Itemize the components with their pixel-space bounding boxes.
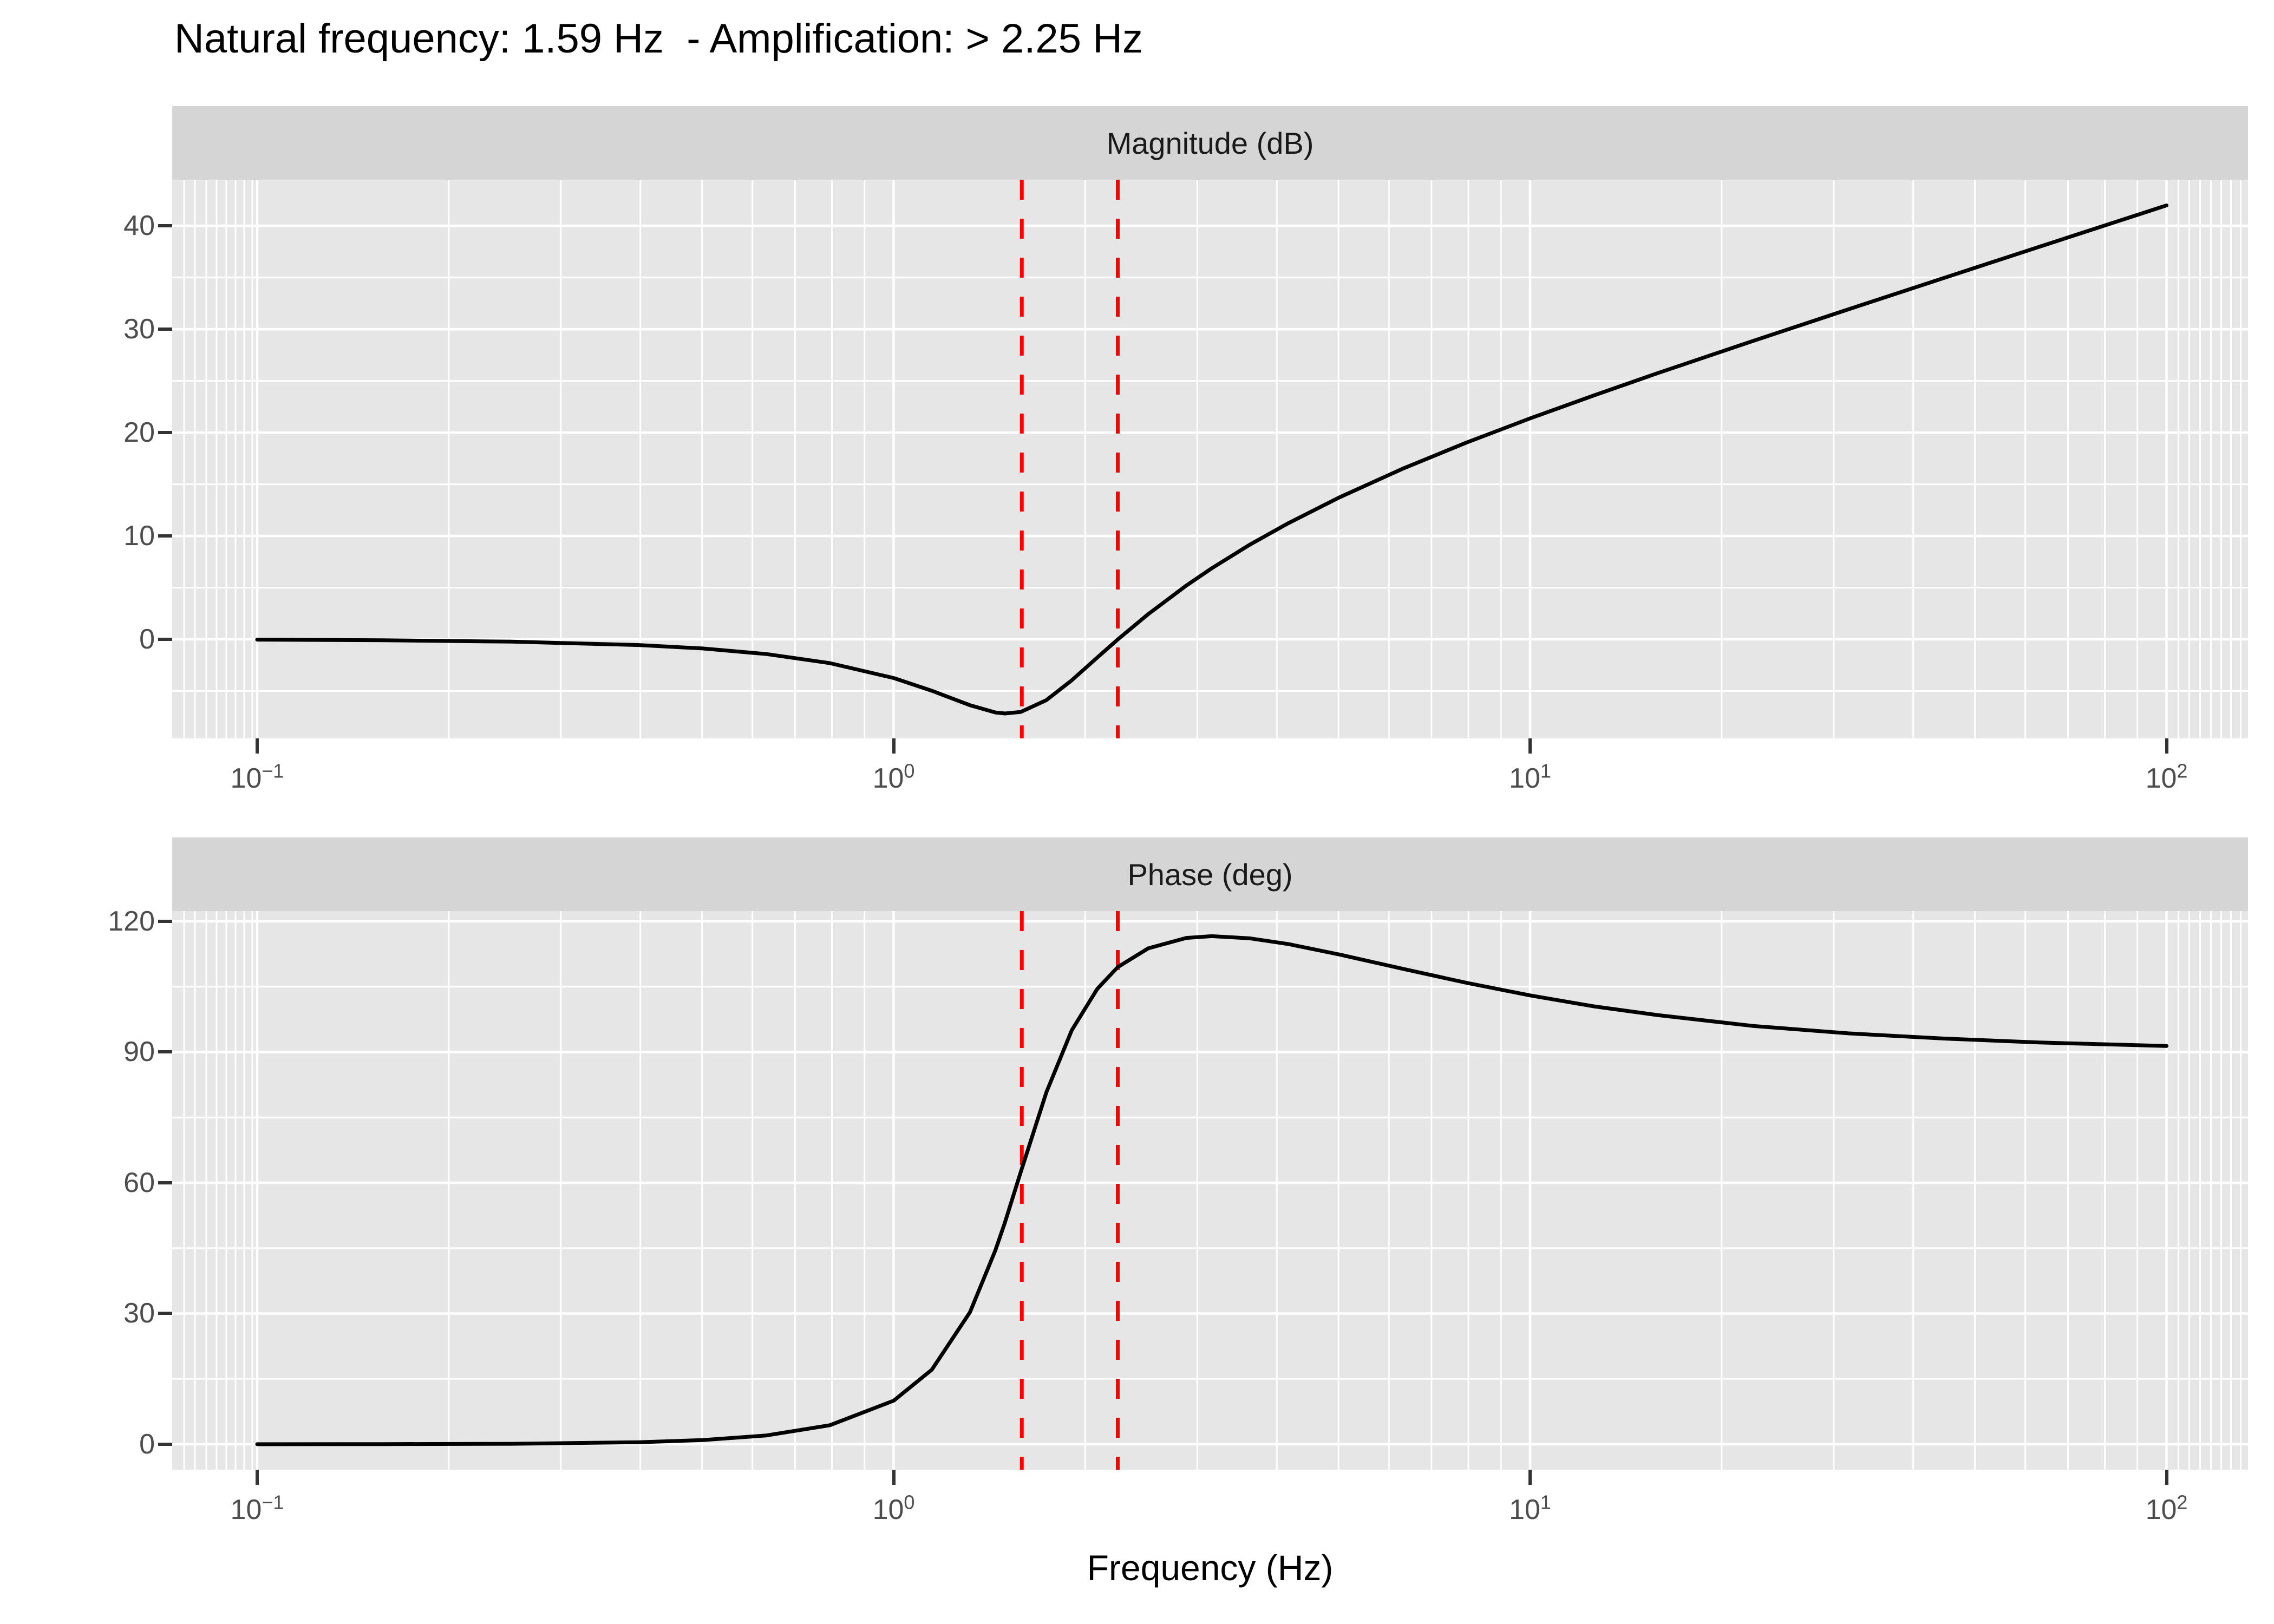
- x-tick-mark: [2165, 1470, 2168, 1485]
- x-axis-title: Frequency (Hz): [1087, 1548, 1334, 1588]
- x-tick-label: 10−1: [230, 759, 284, 794]
- strip-magnitude-label: Magnitude (dB): [1106, 126, 1314, 160]
- minor-gridlines: [172, 911, 2248, 1470]
- major-gridlines: [172, 180, 2248, 738]
- x-tick-label: 102: [2145, 1491, 2188, 1525]
- y-tick-mark: [158, 431, 172, 435]
- y-tick-label: 90: [123, 1036, 155, 1068]
- x-tick-label: 101: [1509, 759, 1551, 794]
- x-tick-mark: [1528, 738, 1532, 754]
- panel-background: [172, 911, 2248, 1470]
- y-tick-mark: [158, 919, 172, 923]
- x-tick-mark: [892, 1470, 896, 1485]
- y-tick-mark: [158, 534, 172, 538]
- y-tick-label: 30: [123, 1298, 155, 1330]
- y-tick-mark: [158, 1181, 172, 1184]
- x-tick-label: 101: [1509, 1491, 1551, 1525]
- y-tick-mark: [158, 1312, 172, 1315]
- x-tick-label: 100: [872, 759, 915, 794]
- y-tick-label: 0: [139, 624, 155, 656]
- x-tick-label: 100: [872, 1491, 915, 1525]
- x-tick-label: 10−1: [230, 1491, 284, 1525]
- y-tick-label: 0: [139, 1428, 155, 1460]
- phase-panel-canvas: [172, 911, 2248, 1470]
- y-tick-label: 30: [123, 313, 155, 345]
- x-tick-mark: [892, 738, 896, 754]
- plot-title: Natural frequency: 1.59 Hz - Amplificati…: [174, 16, 1143, 62]
- x-tick-mark: [1528, 1470, 1532, 1485]
- y-tick-mark: [158, 1050, 172, 1054]
- x-tick-mark: [2165, 738, 2168, 754]
- magnitude-curve: [255, 203, 2168, 716]
- y-tick-mark: [158, 638, 172, 641]
- x-tick-mark: [256, 738, 259, 754]
- y-tick-label: 60: [123, 1167, 155, 1199]
- y-tick-label: 10: [123, 520, 155, 552]
- y-tick-mark: [158, 1442, 172, 1446]
- x-tick-label: 102: [2145, 759, 2188, 794]
- panel-background: [172, 180, 2248, 738]
- y-tick-mark: [158, 224, 172, 228]
- minor-gridlines: [172, 180, 2248, 738]
- y-tick-label: 40: [123, 210, 155, 242]
- strip-phase: Phase (deg): [172, 837, 2248, 911]
- y-tick-label: 20: [123, 417, 155, 449]
- y-tick-label: 120: [108, 905, 155, 937]
- phase-curve: [255, 934, 2168, 1446]
- strip-magnitude: Magnitude (dB): [172, 106, 2248, 180]
- strip-phase-label: Phase (deg): [1127, 857, 1293, 892]
- magnitude-panel-canvas: [172, 180, 2248, 738]
- y-tick-mark: [158, 328, 172, 331]
- x-tick-mark: [256, 1470, 259, 1485]
